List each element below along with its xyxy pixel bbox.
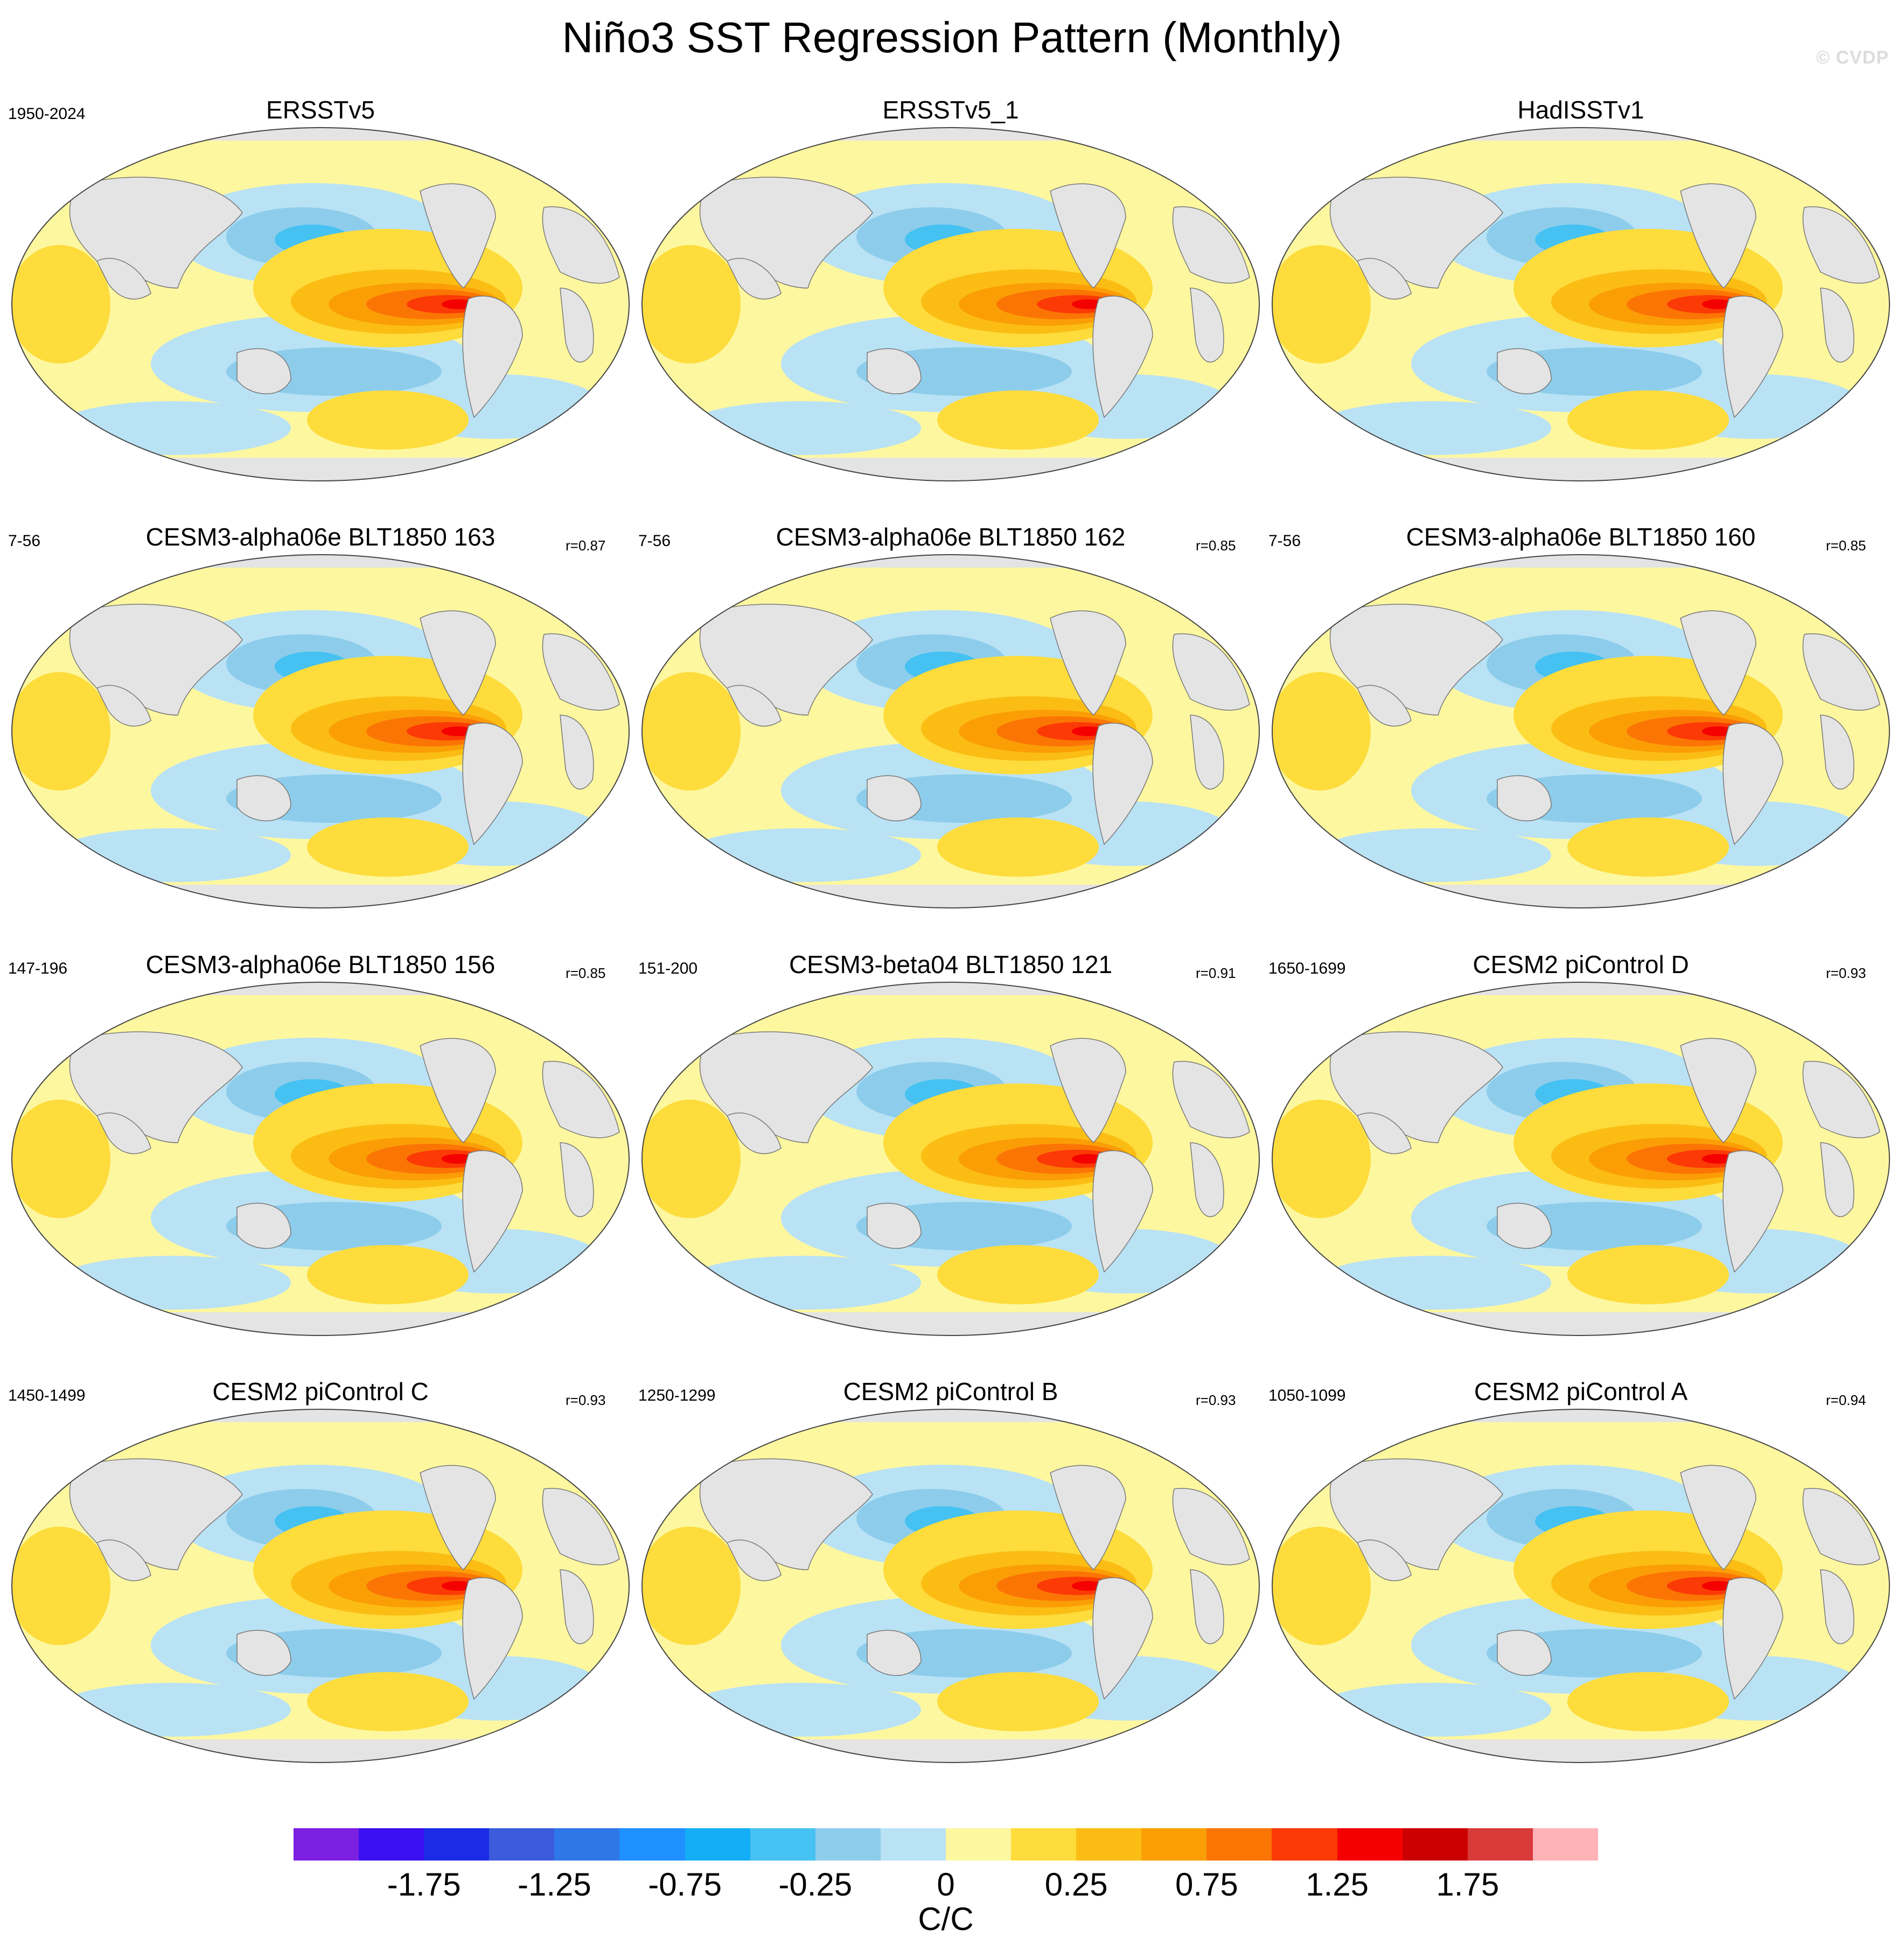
colorbar-tick-label: 1.75 — [1436, 1866, 1500, 1903]
panel-period: 1250-1299 — [638, 1387, 716, 1404]
regression-map — [641, 981, 1260, 1337]
colorbar-tick-label: 0.75 — [1175, 1866, 1238, 1903]
colorbar-swatch — [1532, 1828, 1598, 1861]
regression-map — [641, 1408, 1260, 1764]
regression-map — [1271, 127, 1891, 482]
panel-title: CESM2 piControl A — [1474, 1377, 1688, 1405]
colorbar-tick-label: 0 — [937, 1866, 955, 1903]
regression-map — [1271, 1408, 1891, 1764]
panel-title: CESM3-alpha06e BLT1850 162 — [776, 523, 1126, 551]
colorbar-swatch — [619, 1828, 685, 1861]
panel-pattern-correlation: r=0.85 — [1196, 537, 1236, 554]
regression-map — [1271, 554, 1891, 909]
colorbar-units: C/C — [918, 1901, 974, 1937]
regression-map — [1271, 981, 1891, 1337]
panel-title: ERSSTv5_1 — [882, 96, 1019, 124]
panel-pattern-correlation: r=0.87 — [566, 537, 606, 554]
regression-map — [11, 554, 630, 909]
panel-period: 7-56 — [8, 532, 41, 550]
colorbar-swatch — [750, 1828, 815, 1861]
panel-title: CESM3-alpha06e BLT1850 163 — [145, 523, 496, 551]
colorbar-swatch — [815, 1828, 881, 1861]
panel-title: CESM3-alpha06e BLT1850 156 — [145, 950, 496, 978]
colorbar-swatch — [1011, 1828, 1077, 1861]
colorbar-swatch — [1206, 1828, 1272, 1861]
colorbar-tick-label: -0.75 — [648, 1866, 722, 1903]
colorbar-swatch — [1337, 1828, 1403, 1861]
panel-period: 1050-1099 — [1268, 1387, 1346, 1404]
colorbar-tick-label: -1.25 — [518, 1866, 591, 1903]
panel-pattern-correlation: r=0.93 — [1196, 1392, 1236, 1408]
colorbar-swatch — [424, 1828, 490, 1861]
panel-title: CESM3-alpha06e BLT1850 160 — [1406, 523, 1756, 551]
regression-map — [11, 1408, 630, 1764]
colorbar-swatch — [1076, 1828, 1142, 1861]
panel-title: CESM3-beta04 BLT1850 121 — [789, 950, 1113, 978]
colorbar-swatch — [1141, 1828, 1207, 1861]
cvdp-watermark: © CVDP — [1816, 47, 1889, 68]
colorbar-swatch — [359, 1828, 424, 1861]
colorbar-swatch — [554, 1828, 620, 1861]
panel-title: HadISSTv1 — [1517, 96, 1644, 124]
panel-pattern-correlation: r=0.91 — [1196, 965, 1236, 981]
panel-pattern-correlation: r=0.93 — [566, 1392, 606, 1408]
colorbar-tick-label: 0.25 — [1044, 1866, 1108, 1903]
colorbar-swatch — [945, 1828, 1012, 1861]
colorbar-tick-label: 1.25 — [1306, 1866, 1369, 1903]
panel-period: 151-200 — [638, 960, 698, 977]
panel-pattern-correlation: r=0.94 — [1826, 1392, 1866, 1408]
colorbar-swatch — [1272, 1828, 1337, 1861]
colorbar-swatch — [489, 1828, 555, 1861]
panel-title: CESM2 piControl D — [1473, 950, 1689, 978]
panel-pattern-correlation: r=0.85 — [1826, 537, 1866, 554]
panel-pattern-correlation: r=0.85 — [566, 965, 606, 981]
regression-map — [641, 554, 1260, 909]
panel-period: 1450-1499 — [8, 1387, 86, 1404]
colorbar — [294, 1828, 1598, 1861]
colorbar-swatch — [1467, 1828, 1533, 1861]
colorbar-swatch — [1402, 1828, 1468, 1861]
panel-period: 147-196 — [8, 960, 68, 977]
panel-title: ERSSTv5 — [266, 96, 375, 124]
panel-title: CESM2 piControl C — [212, 1377, 429, 1405]
figure-title: Niño3 SST Regression Pattern (Monthly) — [562, 13, 1342, 61]
colorbar-swatch — [294, 1828, 359, 1861]
colorbar-tick-label: -0.25 — [778, 1866, 853, 1903]
colorbar-swatch — [685, 1828, 750, 1861]
colorbar-tick-label: -1.75 — [387, 1866, 461, 1903]
panel-period: 7-56 — [1268, 532, 1301, 550]
regression-map — [11, 127, 630, 482]
regression-map — [641, 127, 1260, 482]
panel-pattern-correlation: r=0.93 — [1826, 965, 1866, 981]
colorbar-swatch — [880, 1828, 946, 1861]
panel-title: CESM2 piControl B — [843, 1377, 1058, 1405]
panel-period: 7-56 — [638, 532, 671, 550]
panel-period: 1650-1699 — [1268, 960, 1346, 977]
regression-map — [11, 981, 630, 1337]
panel-period: 1950-2024 — [8, 105, 86, 123]
